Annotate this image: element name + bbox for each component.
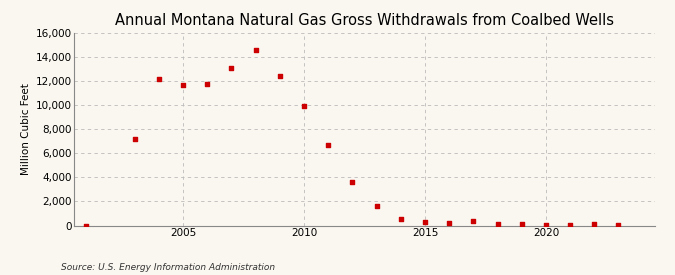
Point: [565, 223, 576, 227]
Point: [396, 217, 406, 221]
Point: [613, 223, 624, 227]
Text: Source: U.S. Energy Information Administration: Source: U.S. Energy Information Administ…: [61, 263, 275, 272]
Point: [371, 204, 382, 208]
Point: [589, 222, 599, 227]
Point: [250, 48, 261, 52]
Point: [323, 143, 333, 147]
Point: [347, 180, 358, 184]
Y-axis label: Million Cubic Feet: Million Cubic Feet: [21, 83, 31, 175]
Point: [443, 221, 454, 225]
Point: [298, 104, 309, 109]
Point: [81, 223, 92, 228]
Point: [130, 137, 140, 141]
Point: [226, 66, 237, 70]
Point: [492, 221, 503, 226]
Point: [541, 222, 551, 227]
Point: [202, 81, 213, 86]
Point: [468, 218, 479, 223]
Point: [178, 82, 188, 87]
Title: Annual Montana Natural Gas Gross Withdrawals from Coalbed Wells: Annual Montana Natural Gas Gross Withdra…: [115, 13, 614, 28]
Point: [420, 220, 431, 224]
Point: [516, 222, 527, 227]
Point: [153, 76, 164, 81]
Point: [275, 74, 286, 79]
